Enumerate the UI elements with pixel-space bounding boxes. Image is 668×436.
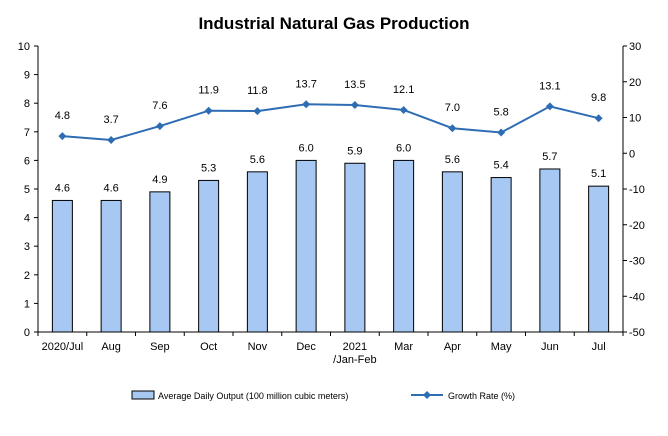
bar <box>393 159 415 333</box>
line-point <box>204 106 213 115</box>
bar <box>490 177 512 333</box>
line-point <box>155 122 164 131</box>
line-point <box>253 107 262 116</box>
line-value-label: 13.1 <box>539 80 560 92</box>
y-right-tick-label: -20 <box>629 220 645 232</box>
line-point <box>497 128 506 137</box>
x-tick-label: 2021/Jan-Feb <box>333 341 376 366</box>
y-right-tick-label: 30 <box>629 41 641 53</box>
line-value-label: 5.8 <box>493 107 508 119</box>
bar-value-label: 5.4 <box>493 160 508 172</box>
y-left-tick-label: 1 <box>24 298 30 310</box>
y-left-tick-label: 8 <box>24 98 30 110</box>
bar-value-label: 5.3 <box>201 162 216 174</box>
line-point <box>350 100 359 109</box>
bar <box>198 179 220 333</box>
bar <box>441 171 463 333</box>
bar <box>246 171 268 333</box>
y-left-tick-label: 3 <box>24 241 30 253</box>
bar-value-label: 4.9 <box>152 174 167 186</box>
y-left-tick-label: 5 <box>24 184 30 196</box>
x-tick-label: Apr <box>444 341 461 353</box>
x-tick-label: Dec <box>296 341 316 353</box>
line-value-label: 3.7 <box>103 114 118 126</box>
bar-value-label: 5.9 <box>347 145 362 157</box>
x-tick-label: Jun <box>541 341 559 353</box>
bar-value-label: 6.0 <box>298 142 313 154</box>
chart-title: Industrial Natural Gas Production <box>198 14 470 33</box>
line-value-label: 11.8 <box>247 85 268 97</box>
x-tick-label: 2020/Jul <box>42 341 84 353</box>
line-point <box>302 100 311 109</box>
line-series <box>58 100 603 145</box>
bar <box>344 162 366 333</box>
line-value-label: 13.7 <box>295 78 316 90</box>
y-left-tick-label: 4 <box>24 213 30 225</box>
y-right-tick-label: 10 <box>629 113 641 125</box>
bar-series <box>51 159 610 333</box>
y-left-tick-label: 2 <box>24 270 30 282</box>
y-right-tick-label: -50 <box>629 327 645 339</box>
x-tick-label: Sep <box>150 341 170 353</box>
line-point <box>399 105 408 114</box>
x-tick-label: Jul <box>592 341 606 353</box>
bar-value-label: 4.6 <box>55 182 70 194</box>
bar <box>295 159 317 333</box>
bar <box>100 199 122 333</box>
y-left-tick-label: 6 <box>24 155 30 167</box>
line-value-label: 7.0 <box>445 102 460 114</box>
line-value-label: 9.8 <box>591 92 606 104</box>
y-right-tick-label: 0 <box>629 148 635 160</box>
line-point <box>58 132 67 141</box>
bar-value-label: 5.6 <box>250 154 265 166</box>
growth-rate-line <box>62 103 599 142</box>
axes: 0 1 2 3 4 5 6 7 8 9 10 -50 -40 -30 -20 -10 0 10 20 30 2020/J… <box>18 41 645 366</box>
bar-value-label: 4.6 <box>103 182 118 194</box>
legend-line-label: Growth Rate (%) <box>448 391 515 401</box>
y-left-tick-label: 0 <box>24 327 30 339</box>
line-point <box>107 136 116 145</box>
bar-value-label: 6.0 <box>396 142 411 154</box>
data-labels: 4.6 4.6 4.9 5.3 5.6 6.0 5.9 6.0 5.6 5.4 5.7 5.1 4.8 3… <box>55 78 607 194</box>
y-right-tick-label: 20 <box>629 77 641 89</box>
bar-value-label: 5.7 <box>542 151 557 163</box>
x-tick-label: May <box>491 341 512 353</box>
bar <box>588 185 610 333</box>
y-left-tick-label: 7 <box>24 127 30 139</box>
y-right-tick-label: -10 <box>629 184 645 196</box>
line-value-label: 4.8 <box>55 110 70 122</box>
line-value-label: 7.6 <box>152 100 167 112</box>
x-tick-label: Nov <box>248 341 268 353</box>
legend: Average Daily Output (100 million cubic … <box>131 390 515 401</box>
y-left-tick-label: 9 <box>24 70 30 82</box>
legend-bar-swatch <box>131 390 155 400</box>
line-point <box>594 114 603 123</box>
legend-line-marker <box>423 391 431 399</box>
x-tick-label: Aug <box>101 341 121 353</box>
bar-value-label: 5.6 <box>445 154 460 166</box>
bar-value-label: 5.1 <box>591 168 606 180</box>
line-value-label: 12.1 <box>393 84 414 96</box>
bar <box>149 191 171 333</box>
line-value-label: 13.5 <box>344 79 365 91</box>
x-tick-label: Oct <box>200 341 217 353</box>
x-tick-label: Mar <box>394 341 413 353</box>
y-right-tick-label: -30 <box>629 256 645 268</box>
y-right-tick-label: -40 <box>629 291 645 303</box>
bar <box>51 199 73 333</box>
line-point <box>545 102 554 111</box>
line-point <box>448 124 457 133</box>
line-value-label: 11.9 <box>198 85 219 97</box>
y-left-tick-label: 10 <box>18 41 30 53</box>
bar <box>539 168 561 333</box>
legend-bar-label: Average Daily Output (100 million cubic … <box>158 391 348 401</box>
